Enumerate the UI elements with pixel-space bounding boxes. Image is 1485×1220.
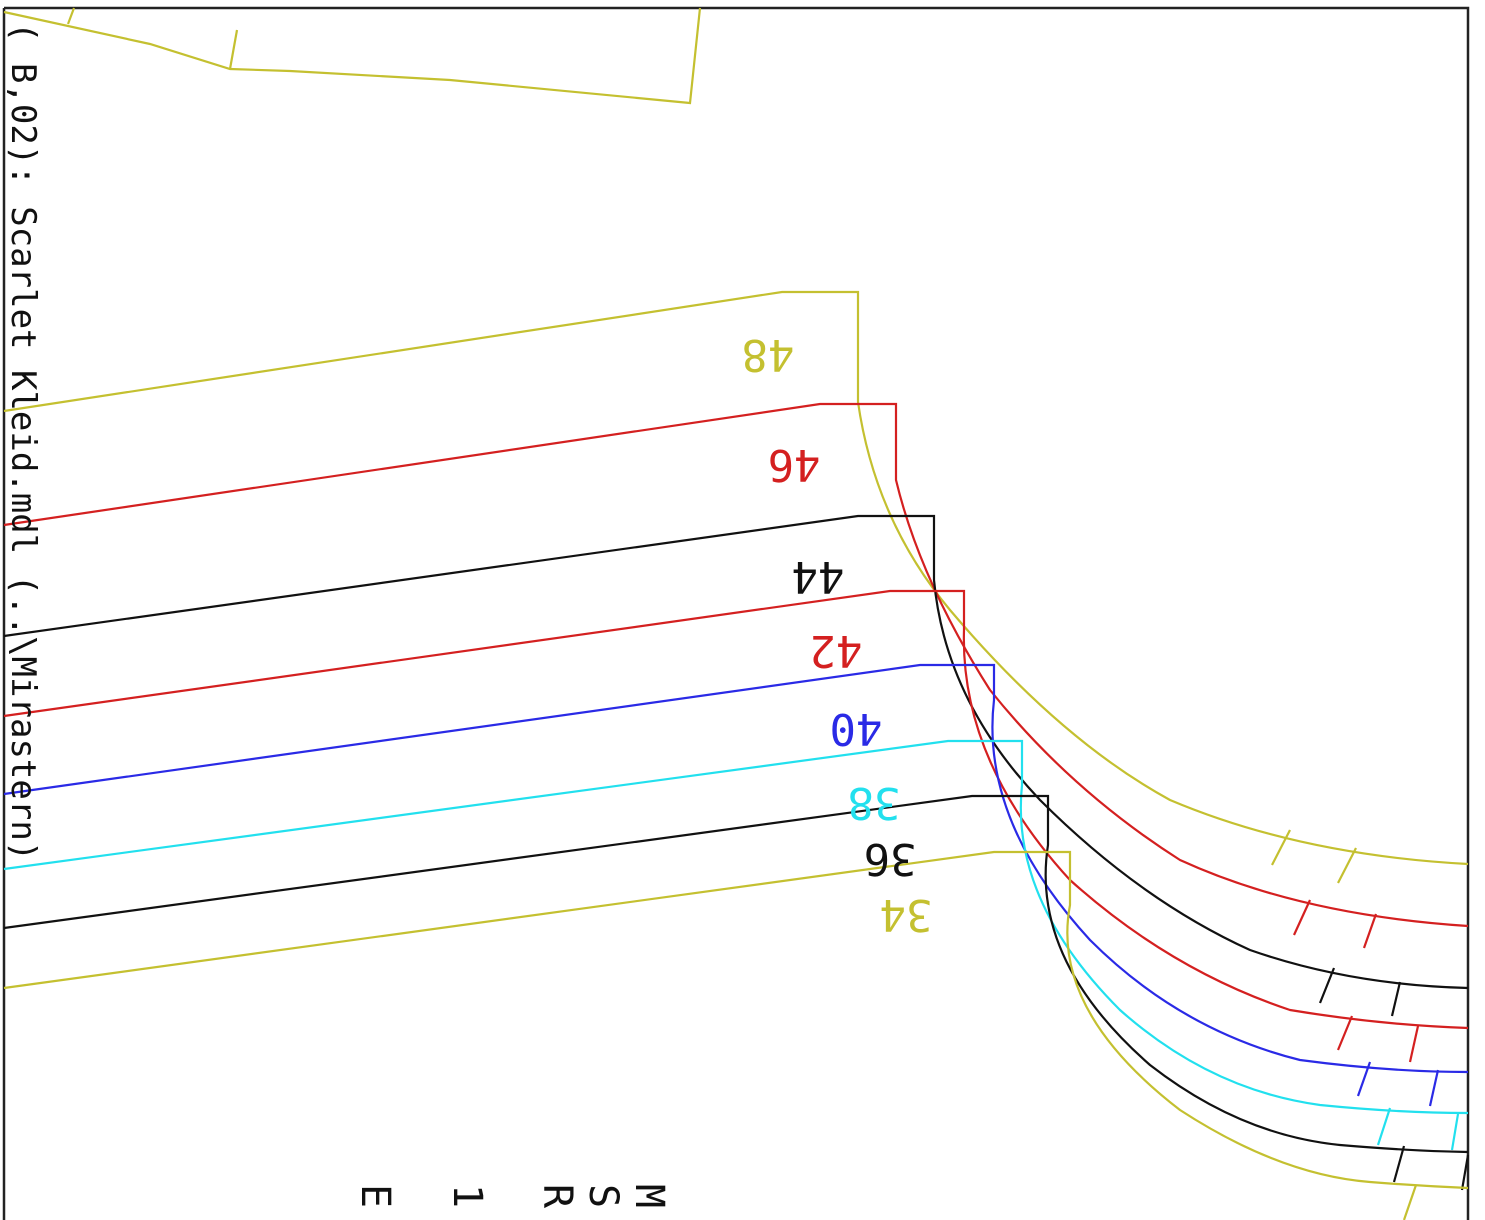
size-38-outline	[3, 739, 1469, 1151]
size-label-38: 38	[848, 777, 901, 828]
corner-letter-e: E	[352, 1184, 398, 1208]
size-42-outline	[3, 589, 1469, 1063]
size-48-outline	[3, 290, 1469, 884]
size-46-outline	[3, 402, 1469, 949]
top-piece-outline	[3, 7, 702, 105]
corner-letter-s: S	[580, 1184, 626, 1208]
size-40-outline	[3, 663, 1469, 1107]
size-label-34: 34	[880, 889, 933, 940]
size-label-48: 48	[742, 329, 795, 380]
corner-letter-1: 1	[444, 1184, 490, 1208]
size-label-42: 42	[810, 625, 863, 676]
corner-letter-m: M	[626, 1184, 672, 1208]
corner-letter-r: R	[534, 1184, 580, 1209]
size-label-46: 46	[768, 439, 821, 490]
size-36-outline	[3, 794, 1470, 1191]
size-44-outline	[3, 514, 1469, 1017]
size-34-outline	[3, 850, 1469, 1220]
size-label-44: 44	[792, 551, 845, 602]
sheet-frame	[2, 6, 1470, 1220]
top-piece-notch	[66, 7, 76, 25]
side-title: ( B,02): Scarlet Kleid.mdl (..\Mirastern…	[3, 22, 43, 861]
top-piece-notch	[228, 29, 239, 70]
size-label-40: 40	[830, 703, 883, 754]
size-label-36: 36	[864, 833, 917, 884]
